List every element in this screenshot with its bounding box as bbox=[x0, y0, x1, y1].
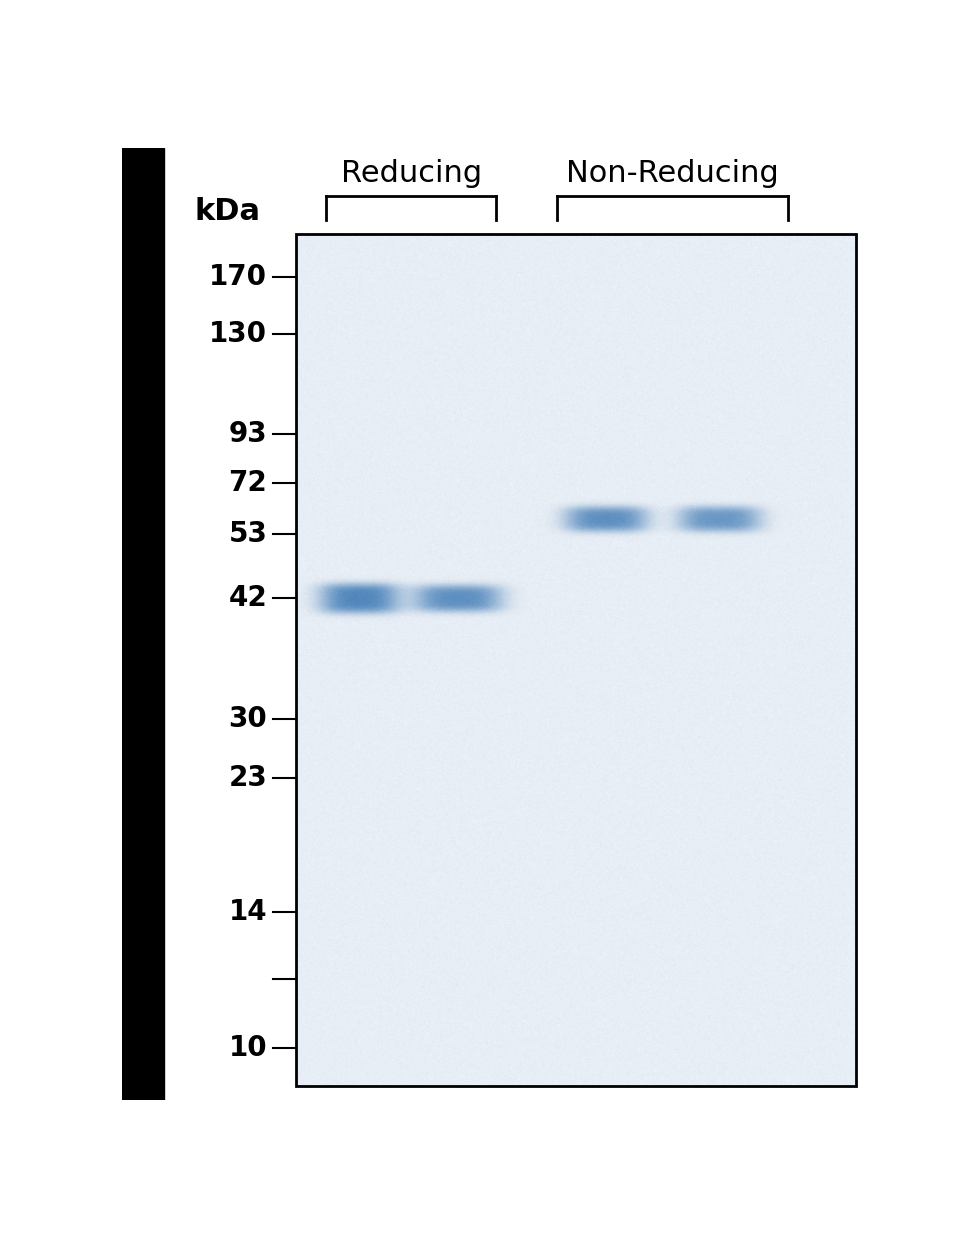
Text: 93: 93 bbox=[228, 420, 267, 447]
Text: 10: 10 bbox=[228, 1033, 267, 1062]
Text: kDa: kDa bbox=[195, 198, 261, 226]
Bar bbox=[122, 148, 164, 1100]
Text: 72: 72 bbox=[228, 470, 267, 497]
Text: 23: 23 bbox=[228, 764, 267, 792]
Text: 30: 30 bbox=[228, 706, 267, 733]
Bar bbox=[296, 234, 856, 1085]
Text: Reducing: Reducing bbox=[341, 159, 482, 188]
Text: 14: 14 bbox=[228, 897, 267, 926]
Text: 53: 53 bbox=[228, 520, 267, 548]
Text: 170: 170 bbox=[209, 263, 267, 290]
Text: Non-Reducing: Non-Reducing bbox=[566, 159, 779, 188]
Text: 130: 130 bbox=[209, 320, 267, 347]
Text: 42: 42 bbox=[228, 585, 267, 613]
